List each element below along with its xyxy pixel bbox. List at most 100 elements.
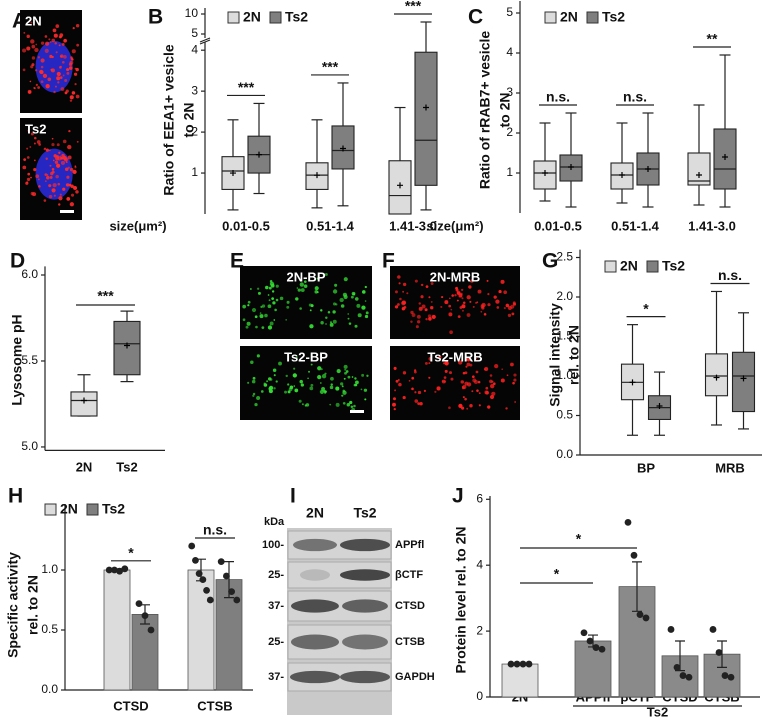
legend-swatch	[604, 260, 617, 273]
puncta	[76, 43, 80, 47]
puncta	[444, 361, 449, 366]
x-tick-label: Ts2	[116, 459, 137, 474]
puncta	[334, 283, 338, 287]
data-point	[636, 611, 644, 619]
puncta	[450, 308, 453, 311]
puncta	[513, 373, 517, 377]
band	[290, 670, 340, 684]
puncta	[66, 197, 71, 201]
puncta	[293, 367, 296, 370]
puncta	[273, 374, 276, 377]
puncta	[69, 95, 74, 100]
mw-marker: 37-	[268, 671, 284, 683]
puncta	[49, 164, 52, 167]
y-tick-label: 2	[506, 125, 513, 139]
band	[291, 599, 339, 613]
puncta	[61, 153, 65, 158]
puncta	[398, 382, 402, 387]
puncta	[466, 313, 471, 317]
puncta	[299, 307, 302, 310]
mean-marker	[423, 104, 429, 111]
puncta	[425, 317, 428, 321]
puncta	[27, 129, 30, 132]
legend-swatch	[586, 11, 599, 24]
puncta	[450, 377, 454, 381]
puncta	[269, 378, 273, 381]
x-tick-label: MRB	[715, 460, 745, 475]
x-tick-label: 0.01-0.5	[534, 218, 582, 233]
puncta	[420, 283, 424, 287]
puncta	[414, 399, 419, 403]
puncta	[61, 60, 65, 64]
data-point	[111, 566, 118, 574]
bar	[187, 569, 215, 691]
puncta	[263, 383, 268, 387]
puncta	[71, 49, 76, 54]
data-point	[642, 614, 650, 622]
significance-label: n.s.	[546, 89, 570, 105]
puncta	[31, 56, 36, 60]
puncta	[332, 310, 336, 314]
puncta	[420, 295, 424, 299]
puncta	[493, 295, 497, 299]
puncta	[478, 392, 481, 395]
puncta	[62, 74, 65, 77]
puncta	[477, 380, 481, 384]
puncta	[22, 165, 27, 170]
bar	[501, 663, 539, 698]
puncta	[247, 381, 250, 384]
data-point	[727, 673, 735, 681]
puncta	[30, 21, 33, 24]
puncta	[448, 406, 451, 410]
puncta	[50, 171, 54, 176]
y-tick-label: 0	[476, 689, 483, 703]
puncta	[267, 294, 270, 296]
x-tick-label: 0.51-1.4	[306, 218, 354, 233]
y-tick-label: 0.0	[41, 682, 58, 696]
nucleus	[35, 40, 73, 93]
puncta	[294, 388, 299, 393]
puncta	[267, 304, 272, 309]
puncta	[49, 54, 53, 59]
puncta	[293, 385, 296, 387]
puncta	[247, 300, 251, 304]
band	[340, 569, 390, 581]
data-point	[135, 600, 143, 607]
puncta	[67, 155, 72, 160]
puncta	[349, 400, 353, 405]
puncta	[402, 371, 407, 375]
group-label: Ts2	[647, 704, 668, 719]
puncta	[54, 160, 59, 164]
box	[414, 51, 438, 186]
puncta	[505, 407, 508, 410]
y-axis-label: to 2N	[181, 103, 197, 138]
puncta	[30, 191, 34, 196]
puncta	[292, 373, 297, 378]
x-tick-label: 0.51-1.4	[611, 218, 659, 233]
puncta	[397, 303, 400, 306]
puncta	[351, 376, 354, 378]
puncta	[320, 309, 323, 312]
data-point	[592, 644, 600, 651]
puncta	[265, 285, 269, 290]
image-label: 2N-MRB	[430, 269, 481, 284]
puncta	[459, 306, 463, 309]
box	[70, 391, 98, 417]
lane-label: 2N	[306, 505, 324, 521]
puncta	[489, 374, 493, 377]
puncta	[26, 147, 29, 150]
puncta	[354, 324, 358, 328]
puncta	[430, 300, 433, 303]
legend-label: 2N	[560, 9, 578, 25]
data-point	[598, 645, 606, 653]
puncta	[285, 319, 287, 321]
mean-marker	[619, 172, 625, 178]
puncta	[23, 158, 27, 162]
puncta	[52, 159, 55, 162]
puncta	[394, 290, 398, 294]
puncta	[272, 301, 276, 305]
y-tick-label: 5.5	[21, 353, 38, 367]
puncta	[61, 43, 65, 46]
data-point	[507, 660, 515, 668]
puncta	[33, 86, 36, 89]
